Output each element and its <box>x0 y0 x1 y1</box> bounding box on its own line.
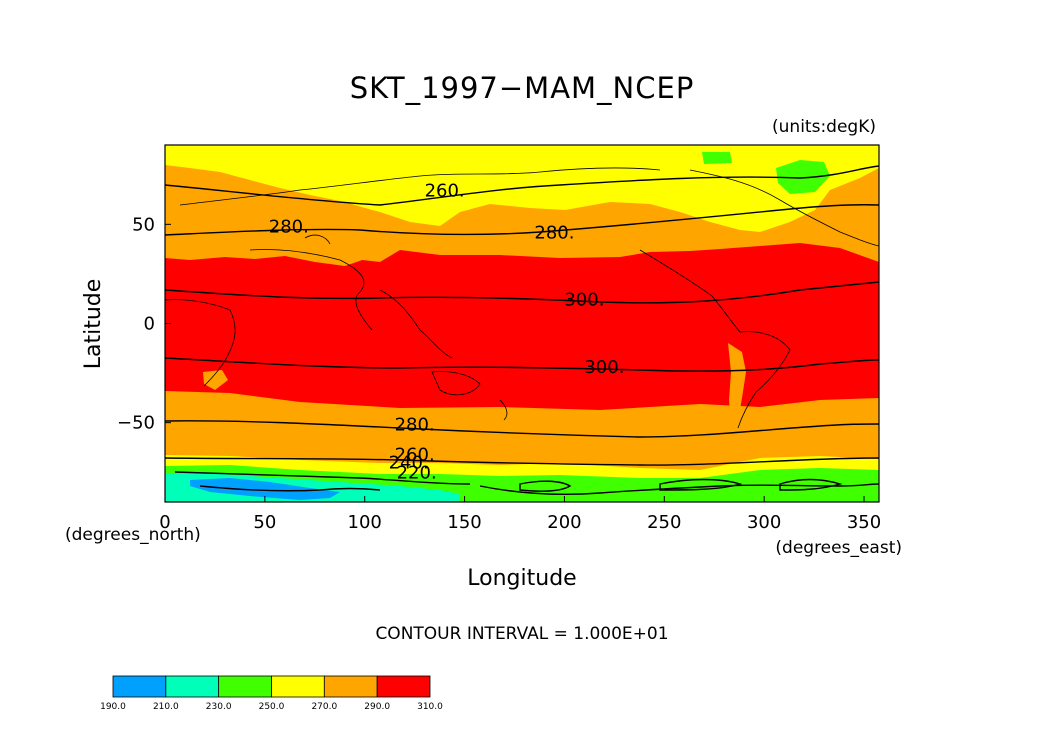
y-axis: 50 0 −50 <box>117 214 171 434</box>
x-tick-label: 150 <box>447 512 481 533</box>
colorbar-tick-label: 270.0 <box>311 702 337 712</box>
y-tick-label: 50 <box>132 214 155 235</box>
x-tick-label: 0 <box>159 512 170 533</box>
band-190-210-south <box>190 478 340 500</box>
band-270-290-south-africa <box>203 370 228 390</box>
colorbar-tick-label: 290.0 <box>364 702 390 712</box>
x-tick-label: 350 <box>847 512 881 533</box>
band-230-250-greenland <box>776 160 830 194</box>
contour-interval-note: CONTOUR INTERVAL = 1.000E+01 <box>375 624 668 644</box>
x-tick-label: 50 <box>253 512 276 533</box>
colorbar-tick-label: 210.0 <box>153 702 179 712</box>
contour-label: 240. <box>389 452 429 473</box>
units-note: (units:degK) <box>772 117 876 137</box>
x-axis-units: (degrees_east) <box>775 538 902 558</box>
contour-label: 260. <box>395 444 435 465</box>
colorbar-tick-label: 230.0 <box>206 702 232 712</box>
band-230-250-north-a <box>702 152 732 164</box>
colorbar-swatch <box>112 675 167 698</box>
band-270-290-south-america <box>728 343 746 432</box>
y-tick-label: −50 <box>117 413 155 434</box>
band-270-290-tibet <box>300 240 368 266</box>
y-axis-units: (degrees_north) <box>65 525 201 545</box>
contour-label: 280. <box>534 222 574 243</box>
x-tick-label: 300 <box>747 512 781 533</box>
plot-title: SKT_1997−MAM_NCEP <box>350 71 695 105</box>
colorbar-tick-label: 190.0 <box>100 702 126 712</box>
colorbar-swatch <box>271 675 325 698</box>
x-tick-label: 100 <box>348 512 382 533</box>
contour-label: 280. <box>269 216 309 237</box>
contour-label: 220. <box>397 462 437 483</box>
contour-label: 300. <box>564 290 604 311</box>
colorbar-swatch <box>323 675 378 698</box>
colorbar: 190.0 210.0 230.0 250.0 270.0 290.0 310.0 <box>100 675 443 712</box>
y-axis-label: Latitude <box>81 279 106 370</box>
contour-lines <box>165 165 879 496</box>
colorbar-swatch <box>165 675 220 698</box>
contour-label: 260. <box>425 181 465 202</box>
colorbar-tick-label: 250.0 <box>259 702 285 712</box>
map-plot: 260.280. 280.300.300.280.260.240.220. <box>165 145 879 502</box>
y-tick-label: 0 <box>144 314 155 335</box>
colorbar-swatch <box>376 675 431 698</box>
contour-label: 300. <box>584 357 624 378</box>
contour-labels: 260.280. 280.300.300.280.260.240.220. <box>269 181 625 484</box>
coastlines <box>165 167 879 429</box>
x-tick-label: 250 <box>647 512 681 533</box>
colorbar-swatch <box>218 675 272 698</box>
contour-label: 280. <box>395 415 435 436</box>
x-tick-label: 200 <box>547 512 581 533</box>
x-axis-label: Longitude <box>467 566 576 591</box>
x-axis: 0 50 100 150 200 250 300 350 <box>159 496 881 533</box>
colorbar-tick-label: 310.0 <box>417 702 443 712</box>
